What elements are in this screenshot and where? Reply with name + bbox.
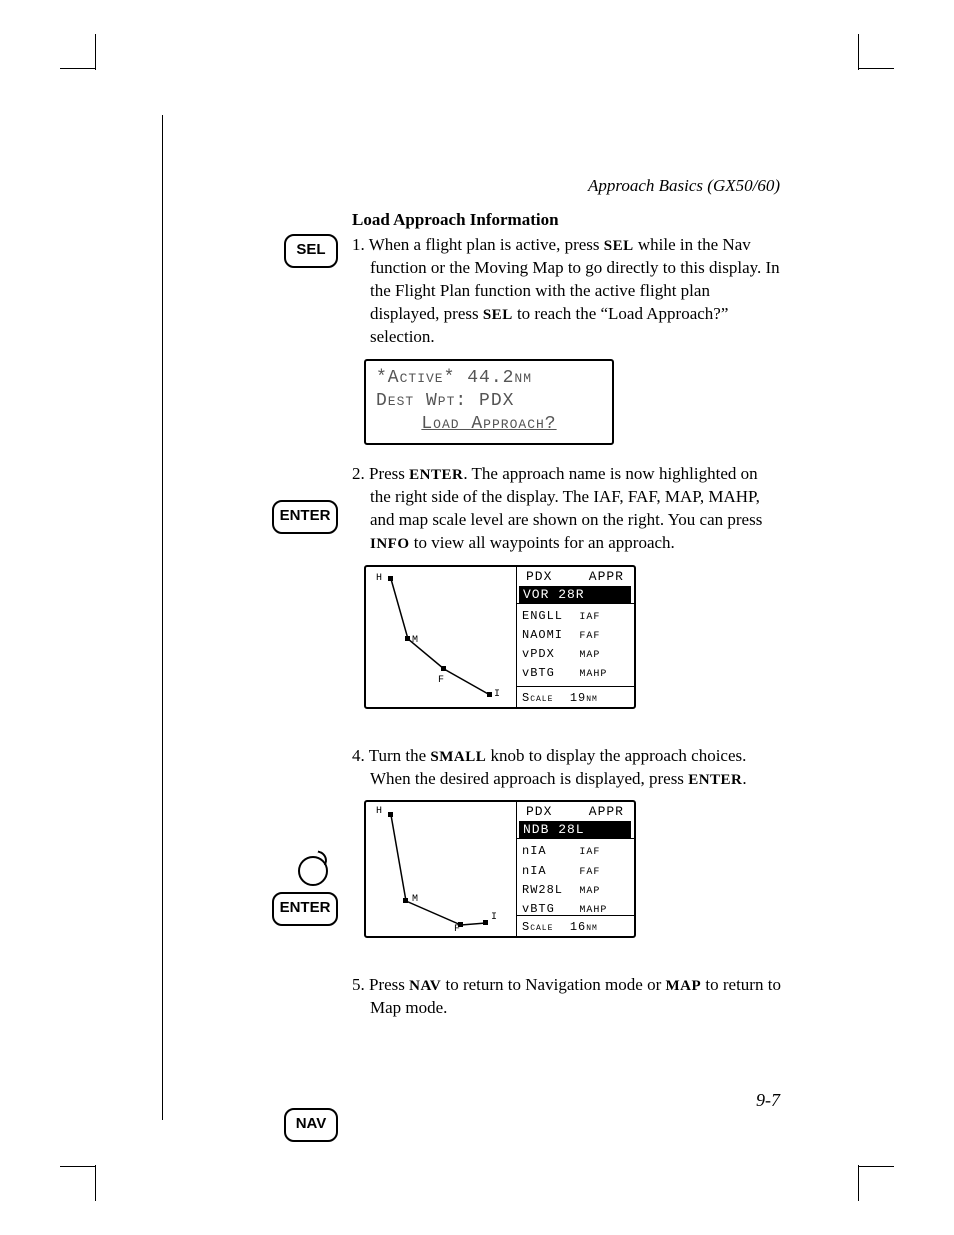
key-ref: SMALL — [430, 749, 486, 765]
text: 2. Press — [352, 464, 409, 483]
waypoint-row: nIA FAF — [522, 862, 607, 881]
scale-readout: Scale 19nm — [522, 691, 598, 705]
step-4-text: 4. Turn the SMALL knob to display the ap… — [352, 745, 782, 791]
text: to view all waypoints for an approach. — [410, 533, 675, 552]
approach-name-highlight: VOR 28R — [519, 586, 631, 603]
enter-key-icon: ENTER — [272, 892, 338, 926]
map-point-label: H — [376, 806, 382, 817]
text: 5. Press — [352, 975, 409, 994]
display-ident: PDX — [526, 804, 552, 819]
display-load-approach: *Active* 44.2nm Dest Wpt: PDX Load Appro… — [364, 359, 614, 445]
crop-mark — [858, 34, 859, 70]
map-point-label: I — [491, 912, 497, 923]
waypoint-row: nIA IAF — [522, 842, 607, 861]
key-ref: NAV — [409, 978, 441, 994]
map-point-label: M — [412, 635, 418, 646]
waypoint-row: vPDX MAP — [522, 645, 607, 664]
waypoint-row: RW28L MAP — [522, 881, 607, 900]
map-point-label: F — [454, 924, 460, 935]
key-ref: ENTER — [688, 772, 742, 788]
crop-mark — [60, 1166, 96, 1167]
waypoint-list: ENGLL IAF NAOMI FAF vPDX MAP vBTG MAHP — [522, 607, 607, 684]
enter-key-icon: ENTER — [272, 500, 338, 534]
waypoint-row: ENGLL IAF — [522, 607, 607, 626]
margin-rule — [162, 115, 163, 1120]
display-mode: APPR — [589, 804, 624, 819]
key-ref: SEL — [604, 238, 634, 254]
display-ident: PDX — [526, 569, 552, 584]
step-2-text: 2. Press ENTER. The approach name is now… — [352, 463, 782, 555]
display-approach-vor28r: PDX APPR VOR 28R ENGLL IAF NAOMI FAF vPD… — [364, 565, 636, 709]
text: to return to Navigation mode or — [441, 975, 665, 994]
map-point-label: I — [494, 689, 500, 700]
crop-mark — [858, 68, 894, 69]
crop-mark — [60, 68, 96, 69]
key-ref: ENTER — [409, 467, 463, 483]
crop-mark — [95, 34, 96, 70]
divider — [516, 838, 634, 839]
map-point-label: H — [376, 573, 382, 584]
lcd-line: *Active* 44.2nm — [376, 367, 602, 390]
waypoint-row: vBTG MAHP — [522, 664, 607, 683]
waypoint-row: NAOMI FAF — [522, 626, 607, 645]
text: 4. Turn the — [352, 746, 430, 765]
lcd-line: Load Approach? — [376, 413, 602, 436]
divider — [516, 603, 634, 604]
crop-mark — [858, 1166, 894, 1167]
scale-readout: Scale 16nm — [522, 920, 598, 934]
divider — [516, 686, 634, 687]
map-point-label: M — [412, 894, 418, 905]
small-knob-icon — [298, 856, 328, 886]
step-5-text: 5. Press NAV to return to Navigation mod… — [352, 974, 782, 1020]
crop-mark — [858, 1165, 859, 1201]
page-number: 9-7 — [756, 1090, 780, 1111]
lcd-highlight: Load Approach? — [421, 414, 556, 434]
nav-key-icon: NAV — [284, 1108, 338, 1142]
section-title: Load Approach Information — [352, 210, 782, 230]
key-ref: MAP — [666, 978, 702, 994]
map-point-label: F — [438, 675, 444, 686]
crop-mark — [95, 1165, 96, 1201]
approach-name-highlight: NDB 28L — [519, 821, 631, 838]
key-ref: INFO — [370, 536, 410, 552]
running-header: Approach Basics (GX50/60) — [588, 176, 780, 196]
text: 1. When a flight plan is active, press — [352, 235, 604, 254]
approach-map-icon — [366, 567, 516, 707]
text: . — [742, 769, 746, 788]
key-ref: SEL — [483, 307, 513, 323]
waypoint-row: vBTG MAHP — [522, 900, 607, 919]
waypoint-list: nIA IAF nIA FAF RW28L MAP vBTG MAHP — [522, 842, 607, 919]
main-content: Load Approach Information 1. When a flig… — [352, 210, 782, 1030]
sel-key-icon: SEL — [284, 234, 338, 268]
display-approach-ndb28l: PDX APPR NDB 28L nIA IAF nIA FAF RW28L M… — [364, 800, 636, 938]
page: Approach Basics (GX50/60) SEL ENTER ENTE… — [0, 0, 954, 1235]
display-mode: APPR — [589, 569, 624, 584]
lcd-line: Dest Wpt: PDX — [376, 390, 602, 413]
step-1-text: 1. When a flight plan is active, press S… — [352, 234, 782, 349]
